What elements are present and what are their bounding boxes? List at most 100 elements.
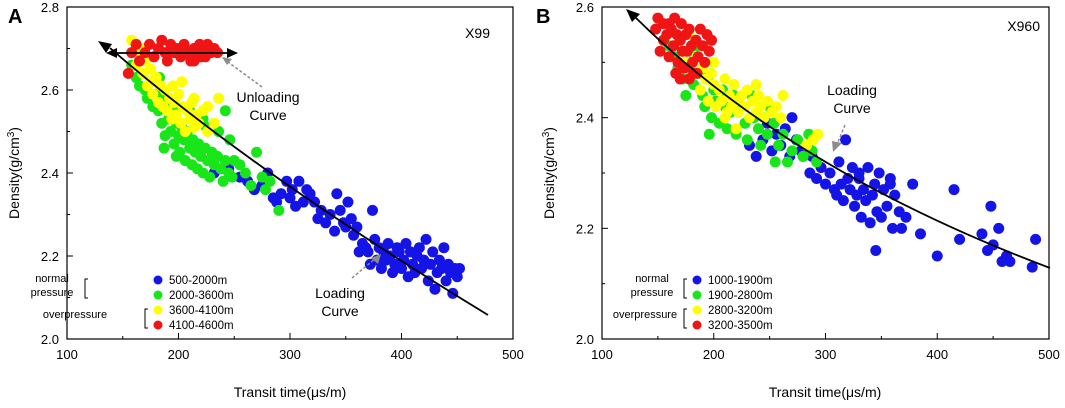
panel-a-point-series-4 <box>130 38 142 50</box>
panel-a-point-series-1 <box>331 188 343 200</box>
panel-a-y-axis-title: Density(g/cm3) <box>6 127 22 219</box>
panel-a-unloading-left-arrowhead <box>106 48 117 58</box>
panel-a-point-series-2 <box>259 184 271 196</box>
panel-a-point-series-2 <box>204 171 216 183</box>
panel-b-point-series-1 <box>993 222 1005 234</box>
panel-b-point-series-2 <box>703 128 715 140</box>
panel-a-y-tick-label: 2.0 <box>41 332 59 347</box>
panel-b-point-series-3 <box>750 78 762 90</box>
panel-b-point-series-1 <box>849 200 861 212</box>
panel-a-point-series-4 <box>161 55 173 67</box>
panel-a-legend-marker <box>153 320 163 330</box>
panel-b-point-series-3 <box>741 84 753 96</box>
panel-a-point-series-1 <box>334 204 346 216</box>
panel-b-loading-pointer-head <box>832 141 842 152</box>
panel-b-point-series-1 <box>881 200 893 212</box>
panel-a-point-series-1 <box>340 221 352 233</box>
panel-a-point-series-1 <box>438 242 450 254</box>
panel-b-point-series-4 <box>675 18 687 30</box>
panel-b-point-series-2 <box>761 128 773 140</box>
panel-b-point-series-3 <box>728 78 740 90</box>
panel-b-y-tick-labels: 2.0 2.2 2.4 2.6 <box>576 0 594 347</box>
panel-a-point-series-1 <box>304 188 316 200</box>
panel-b-legend-label: 3200-3500m <box>708 320 773 332</box>
panel-a-point-series-2 <box>239 167 251 179</box>
panel-b-point-series-1 <box>1004 256 1016 268</box>
panel-a-point-series-1 <box>424 258 436 270</box>
panel-b-point-series-1 <box>931 250 943 262</box>
panel-b-x-tick-label: 400 <box>926 347 948 362</box>
panel-b-point-series-1 <box>954 233 966 245</box>
panel-b-point-series-1 <box>750 150 762 162</box>
panel-b-point-series-1 <box>976 228 988 240</box>
panel-b-legend: normal pressure overpressure 1000-1900m1… <box>613 273 773 332</box>
panel-b-legend-group-normal-2: pressure <box>631 287 674 299</box>
panel-b-legend-label: 2800-3200m <box>708 305 773 317</box>
panel-a-point-series-1 <box>393 246 405 258</box>
panel-b-y-tick-label: 2.0 <box>576 332 594 347</box>
panel-a-point-series-3 <box>145 63 157 75</box>
panel-b-legend-marker <box>692 290 702 300</box>
panel-b-point-series-4 <box>683 23 695 35</box>
panel-b-point-series-1 <box>786 112 798 124</box>
panel-b-point-series-3 <box>775 112 787 124</box>
panel-b-point-series-4 <box>703 45 715 57</box>
panel-a-point-series-1 <box>367 204 379 216</box>
panel-b-loading-annotation: Loading Curve <box>827 82 877 152</box>
panel-b-legend-marker <box>692 305 702 315</box>
panel-a-legend-group-overpressure: overpressure <box>43 309 107 321</box>
panel-b-point-series-3 <box>770 101 782 113</box>
panel-a-loading-pointer-head <box>371 254 381 264</box>
panel-a-loading-annotation: Loading Curve <box>315 254 381 319</box>
panel-b-point-series-4 <box>654 45 666 57</box>
panel-a-point-series-1 <box>413 242 425 254</box>
panel-a-legend-label: 4100-4600m <box>169 320 234 332</box>
panel-b-point-series-3 <box>739 101 751 113</box>
panel-a: A 100 200 300 400 500 2.0 2.2 2.4 2.6 2.8 Unload… <box>6 0 524 400</box>
panel-b-point-series-4 <box>706 34 718 46</box>
panel-a-x-tick-label: 100 <box>56 347 78 362</box>
panel-a-point-series-4 <box>122 67 134 79</box>
panel-a-point-series-3 <box>175 117 187 129</box>
panel-a-label: A <box>8 6 22 28</box>
panel-a-loading-text-1: Loading <box>315 285 365 301</box>
panel-a-point-series-2 <box>158 142 170 154</box>
panel-a-point-series-4 <box>188 55 200 67</box>
panel-b-point-series-1 <box>914 228 926 240</box>
panel-a-legend: normal pressure overpressure 500-2000m 20… <box>31 273 234 332</box>
panel-a-legend-label: 500-2000m <box>169 275 227 287</box>
panel-a-point-series-4 <box>199 51 211 63</box>
panel-a-point-series-1 <box>382 238 394 250</box>
panel-a-legend-marker <box>153 305 163 315</box>
panel-a-x-axis-title: Transit time(μs/m) <box>234 384 347 400</box>
panel-b-point-series-2 <box>721 123 733 135</box>
panel-a-legend-bracket-over <box>144 308 148 329</box>
panel-a-point-series-1 <box>275 188 287 200</box>
panel-b-point-series-4 <box>683 73 695 85</box>
panel-b-point-series-2 <box>773 139 785 151</box>
panel-b-point-series-2 <box>755 139 767 151</box>
panel-a-point-series-4 <box>194 38 206 50</box>
panel-a-point-series-4 <box>148 51 160 63</box>
panel-b-x-tick-label: 200 <box>703 347 725 362</box>
panel-b-loading-curve-line <box>635 17 1051 269</box>
panel-b-point-series-1 <box>884 178 896 190</box>
panel-b-point-series-2 <box>752 123 764 135</box>
panel-a-legend-label: 3600-4100m <box>169 305 234 317</box>
panel-b-ticks <box>601 6 1050 340</box>
panel-a-unloading-pointer <box>227 61 263 88</box>
panel-b-point-series-1 <box>1030 233 1042 245</box>
panel-a-point-series-3 <box>167 80 179 92</box>
panel-b-point-series-1 <box>853 167 865 179</box>
panel-a-point-series-1 <box>320 217 332 229</box>
panel-a-point-series-1 <box>384 250 396 262</box>
panel-a-point-series-4 <box>156 34 168 46</box>
panel-b-point-series-1 <box>824 167 836 179</box>
panel-b-point-series-2 <box>782 156 794 168</box>
panel-a-point-series-3 <box>208 117 220 129</box>
panel-b-point-series-1 <box>857 184 869 196</box>
panel-a-x-tick-label: 500 <box>502 347 524 362</box>
panel-a-point-series-2 <box>170 150 182 162</box>
panel-b-loading-pointer <box>837 124 846 143</box>
panel-a-point-series-1 <box>451 271 463 283</box>
